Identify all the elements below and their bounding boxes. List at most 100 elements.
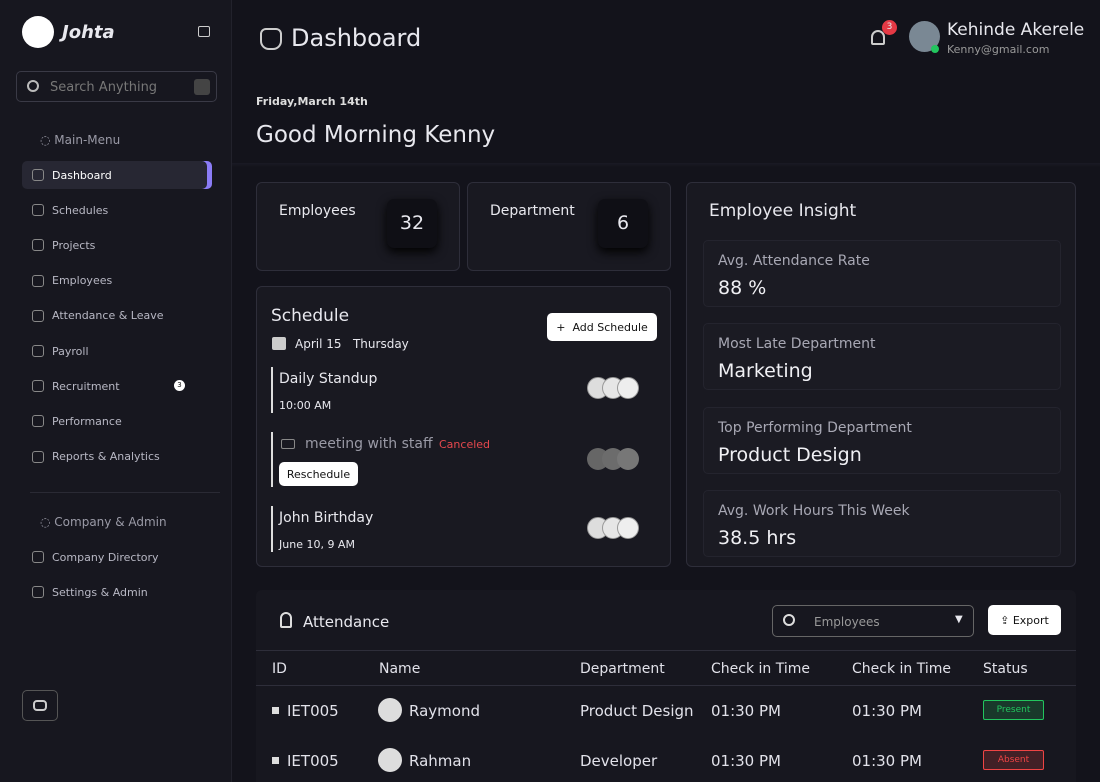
divider bbox=[232, 163, 1100, 167]
video-icon bbox=[281, 439, 295, 449]
menu-icon bbox=[32, 274, 44, 287]
menu-item[interactable]: Employees bbox=[22, 267, 212, 295]
reschedule-button[interactable]: Reschedule bbox=[279, 462, 358, 486]
attendance-icon bbox=[280, 612, 292, 628]
menu-icon bbox=[32, 586, 44, 598]
search-box[interactable]: Search Anything bbox=[16, 71, 217, 102]
section-label: ◌ Company & Admin bbox=[40, 515, 167, 529]
menu-item[interactable]: Company Directory bbox=[22, 543, 212, 571]
menu-item[interactable]: Projects bbox=[22, 231, 212, 259]
user-email: Kenny@gmail.com bbox=[947, 43, 1050, 56]
insight-label: Most Late Department bbox=[718, 336, 876, 353]
menu-label: Employees bbox=[52, 274, 113, 288]
stat-value: 32 bbox=[387, 199, 437, 248]
collapse-button[interactable] bbox=[198, 26, 210, 37]
bot-button[interactable] bbox=[22, 690, 58, 721]
button-label: Add Schedule bbox=[572, 320, 648, 334]
sidebar: Johta Search Anything ◌ Main-Menu Dashbo… bbox=[0, 0, 232, 782]
menu-label: Settings & Admin bbox=[52, 585, 148, 599]
menu-label: Company Directory bbox=[52, 550, 159, 564]
status-badge: Present bbox=[983, 700, 1044, 720]
table-cell: 01:30 PM bbox=[711, 702, 781, 720]
menu-label: Attendance & Leave bbox=[52, 309, 164, 323]
export-button[interactable]: ⇪ Export bbox=[988, 605, 1061, 635]
menu-label: Payroll bbox=[52, 344, 89, 358]
insight-label: Top Performing Department bbox=[718, 419, 912, 436]
row-bullet bbox=[272, 757, 279, 764]
event-status: Canceled bbox=[439, 438, 491, 451]
menu-icon bbox=[32, 345, 44, 357]
status-label: Absent bbox=[997, 755, 1030, 765]
search-placeholder: Search Anything bbox=[50, 80, 158, 95]
event-time: June 10, 9 AM bbox=[279, 538, 355, 551]
divider bbox=[256, 650, 1076, 651]
menu-item[interactable]: Dashboard bbox=[22, 161, 212, 189]
user-name: Kehinde Akerele bbox=[947, 20, 1085, 40]
status-badge: Absent bbox=[983, 750, 1044, 770]
menu-item[interactable]: Recruitment 3 bbox=[22, 372, 212, 400]
search-icon bbox=[783, 614, 795, 626]
schedule-title: Schedule bbox=[271, 306, 350, 326]
button-label: Reschedule bbox=[286, 467, 351, 481]
date: April 15 bbox=[295, 337, 342, 351]
menu-icon bbox=[32, 380, 44, 393]
stat-card: Employees 32 bbox=[256, 182, 460, 271]
mic-button[interactable] bbox=[194, 79, 210, 95]
table-cell: Raymond bbox=[409, 702, 480, 720]
menu-item[interactable]: Schedules bbox=[22, 196, 212, 224]
menu-item[interactable]: Performance bbox=[22, 407, 212, 435]
table-cell: Developer bbox=[580, 752, 658, 770]
home-icon bbox=[260, 28, 282, 50]
menu-item[interactable]: Attendance & Leave bbox=[22, 302, 212, 330]
menu-label: Reports & Analytics bbox=[52, 450, 160, 464]
column-header: Department bbox=[580, 661, 665, 677]
insight-item: Most Late Department Marketing bbox=[703, 323, 1061, 391]
menu-label: Schedules bbox=[52, 203, 109, 217]
menu-icon bbox=[32, 204, 44, 217]
table-cell: 01:30 PM bbox=[711, 752, 781, 770]
menu-label: Performance bbox=[52, 414, 122, 428]
stat-label: Employees bbox=[279, 203, 356, 219]
schedule-date: April 15 Thursday bbox=[295, 337, 409, 351]
column-header: Check in Time bbox=[711, 661, 810, 677]
day: Thursday bbox=[352, 337, 409, 351]
insight-item: Top Performing Department Product Design bbox=[703, 406, 1061, 474]
event-title: meeting with staff bbox=[305, 436, 433, 452]
event-bar bbox=[271, 432, 273, 487]
stat-value: 6 bbox=[598, 199, 648, 248]
status-label: Present bbox=[996, 705, 1031, 715]
schedule-card: Schedule + Add Schedule April 15 Thursda… bbox=[256, 286, 671, 567]
menu-label: Projects bbox=[52, 238, 96, 252]
add-schedule-button[interactable]: + Add Schedule bbox=[547, 313, 657, 341]
menu-icon bbox=[32, 415, 44, 428]
button-label: Export bbox=[1012, 613, 1049, 627]
main-menu-label: Main-Menu bbox=[54, 133, 121, 147]
insight-value: Product Design bbox=[718, 443, 862, 466]
insight-title: Employee Insight bbox=[709, 201, 857, 221]
table-cell: IET005 bbox=[287, 752, 339, 770]
avatar bbox=[617, 448, 639, 470]
section-label: ◌ Main-Menu bbox=[40, 133, 121, 147]
row-avatar bbox=[378, 698, 402, 722]
insight-label: Avg. Attendance Rate bbox=[718, 253, 870, 269]
menu-item[interactable]: Settings & Admin bbox=[22, 578, 212, 606]
filter-select[interactable]: Employees ▼ bbox=[772, 605, 974, 637]
event-time: 10:00 AM bbox=[279, 399, 332, 412]
page-title: Dashboard bbox=[291, 24, 422, 52]
menu-item[interactable]: Reports & Analytics bbox=[22, 443, 212, 471]
attendance-section: Attendance Employees ▼ ⇪ Export ID Name De… bbox=[256, 590, 1076, 782]
bell-button[interactable] bbox=[871, 30, 885, 45]
column-header: Name bbox=[379, 661, 421, 677]
attendance-title: Attendance bbox=[303, 613, 390, 631]
column-header: Status bbox=[983, 661, 1028, 677]
menu-icon bbox=[32, 309, 44, 322]
table-cell: Product Design bbox=[580, 702, 694, 720]
logo bbox=[22, 16, 54, 48]
insight-label: Avg. Work Hours This Week bbox=[718, 502, 910, 519]
notification-badge: 3 bbox=[882, 20, 897, 35]
table-cell: Rahman bbox=[409, 752, 472, 770]
row-bullet bbox=[272, 707, 279, 714]
menu-item[interactable]: Payroll bbox=[22, 337, 212, 365]
menu-badge: 3 bbox=[174, 380, 185, 392]
